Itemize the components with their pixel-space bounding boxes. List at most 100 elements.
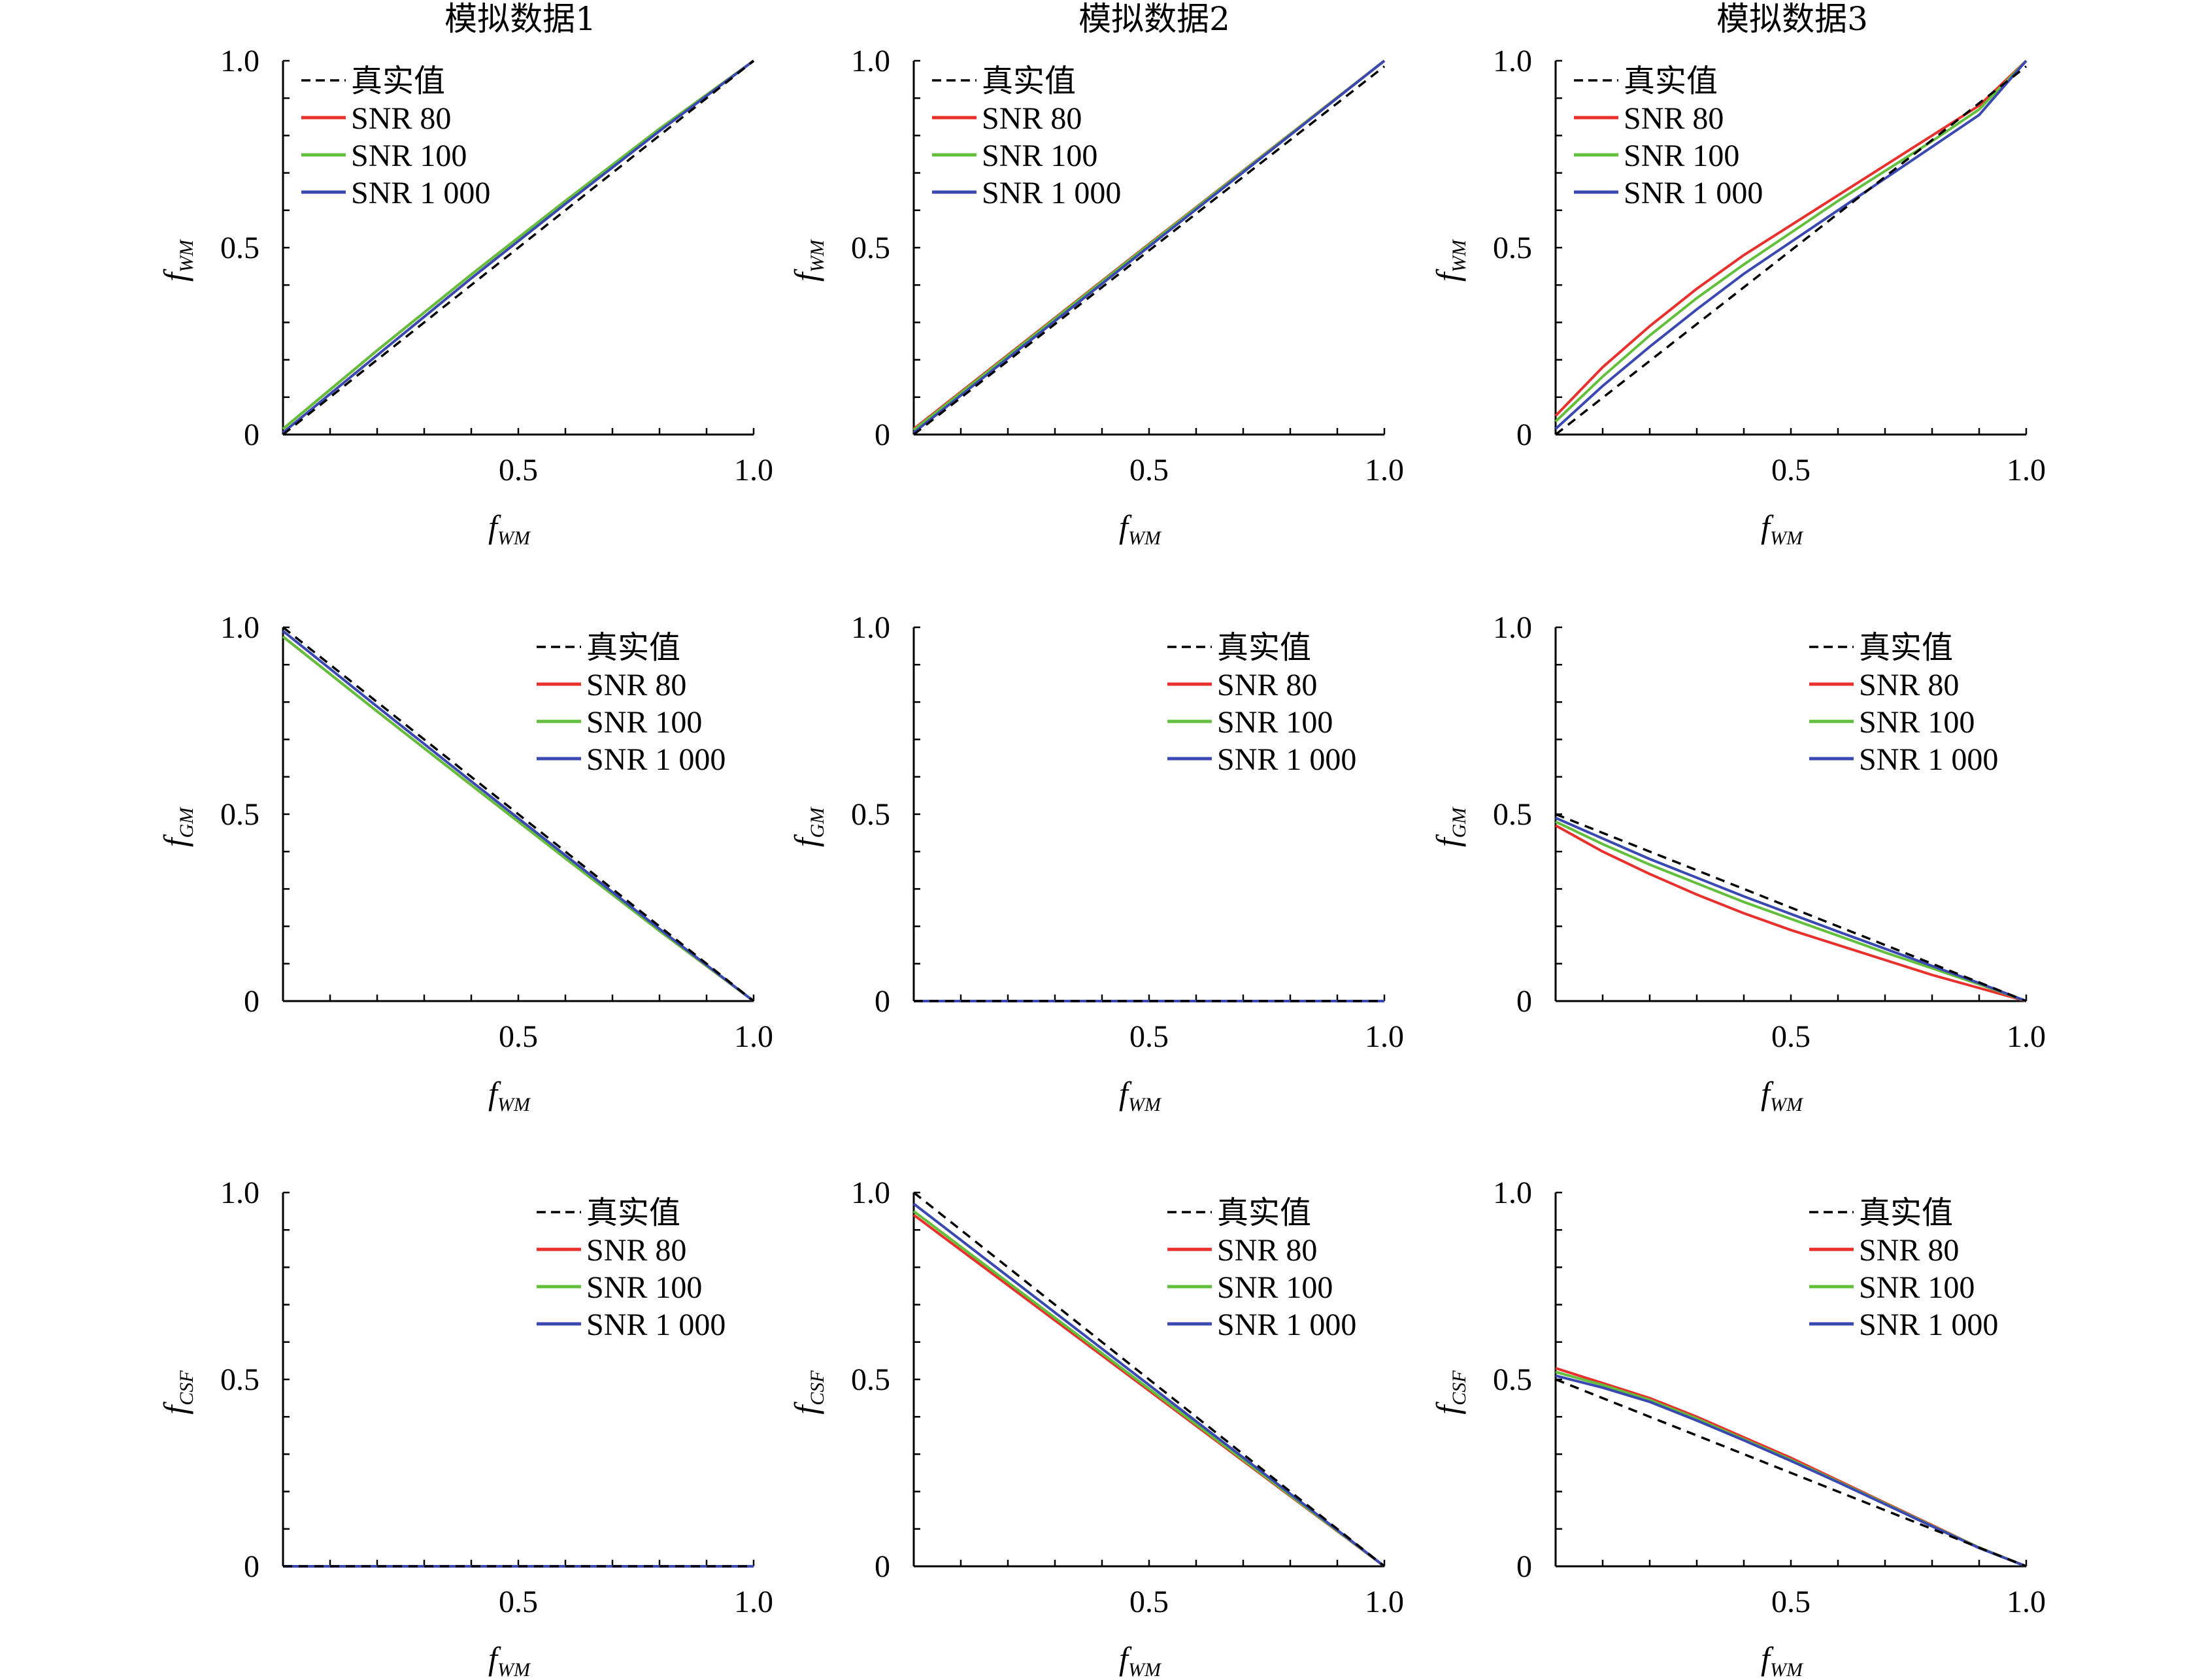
series-line-snr100 xyxy=(1555,820,2027,1002)
column-title-1: 模拟数据1 xyxy=(444,0,596,38)
legend-label-truth: 真实值 xyxy=(982,63,1076,99)
y-tick-label: 0 xyxy=(1516,1549,1532,1584)
legend-label-snr100: SNR 100 xyxy=(1624,139,1739,173)
y-tick-label: 0.5 xyxy=(220,1362,259,1397)
legend-label-snr100: SNR 100 xyxy=(586,1270,702,1305)
y-tick-label: 1.0 xyxy=(220,1176,259,1210)
y-tick-label: 0.5 xyxy=(220,231,259,265)
legend-label-snr80: SNR 80 xyxy=(586,668,686,702)
x-axis-label: fWM xyxy=(1119,508,1162,549)
series-line-snr1000 xyxy=(912,1202,1386,1568)
series-line-snr80 xyxy=(1555,824,2027,1002)
x-axis-label: fWM xyxy=(1761,1640,1804,1680)
legend-label-snr100: SNR 100 xyxy=(1859,705,1975,740)
series-line-snr100 xyxy=(1554,59,2028,423)
x-tick-label: 1.0 xyxy=(1365,1019,1404,1054)
series-line-truth xyxy=(1555,1378,2027,1568)
legend-label-snr1000: SNR 1 000 xyxy=(586,742,726,777)
y-tick-label: 0.5 xyxy=(1493,1362,1532,1397)
y-tick-label: 0.5 xyxy=(851,797,890,832)
x-axis-label: fWM xyxy=(488,1640,531,1680)
x-tick-label: 1.0 xyxy=(2007,1019,2046,1054)
legend-label-snr100: SNR 100 xyxy=(982,139,1097,173)
legend-label-snr80: SNR 80 xyxy=(586,1233,686,1268)
y-tick-label: 0.5 xyxy=(851,231,890,265)
y-tick-label: 1.0 xyxy=(851,610,890,645)
series-line-snr80 xyxy=(1554,59,2028,417)
legend-label-snr1000: SNR 1 000 xyxy=(982,176,1121,210)
y-axis-label: fGM xyxy=(157,806,197,848)
x-tick-label: 1.0 xyxy=(734,1019,773,1054)
x-axis-label: fWM xyxy=(1761,1075,1804,1115)
legend-label-truth: 真实值 xyxy=(586,629,680,666)
y-axis-label: fCSF xyxy=(1429,1370,1470,1415)
x-axis-label: fWM xyxy=(1761,508,1804,549)
x-tick-label: 1.0 xyxy=(734,1585,773,1619)
x-axis-label: fWM xyxy=(1119,1075,1162,1115)
legend-label-snr80: SNR 80 xyxy=(351,101,451,136)
y-axis-label: fGM xyxy=(1429,806,1470,848)
y-tick-label: 0.5 xyxy=(851,1362,890,1397)
series-line-snr100 xyxy=(282,59,755,430)
legend-label-truth: 真实值 xyxy=(1217,1194,1311,1231)
y-axis-label: fWM xyxy=(157,239,197,282)
x-tick-label: 1.0 xyxy=(2007,1585,2046,1619)
y-tick-label: 0 xyxy=(875,1549,890,1584)
y-tick-label: 1.0 xyxy=(220,610,259,645)
x-tick-label: 0.5 xyxy=(499,1585,538,1619)
y-axis-label: fCSF xyxy=(788,1370,828,1415)
y-axis-label: fCSF xyxy=(157,1370,197,1415)
x-tick-label: 0.5 xyxy=(1129,1019,1169,1054)
legend-label-snr1000: SNR 1 000 xyxy=(1859,1308,1998,1342)
legend-label-snr1000: SNR 1 000 xyxy=(1624,176,1763,210)
series-line-truth xyxy=(282,626,755,1002)
x-tick-label: 1.0 xyxy=(1365,453,1404,487)
legend-label-truth: 真实值 xyxy=(351,63,445,99)
x-tick-label: 0.5 xyxy=(1771,1585,1811,1619)
y-tick-label: 1.0 xyxy=(1493,44,1532,78)
y-tick-label: 0 xyxy=(244,1549,259,1584)
y-tick-label: 0 xyxy=(244,984,259,1019)
legend-label-truth: 真实值 xyxy=(586,1194,680,1231)
legend-label-snr1000: SNR 1 000 xyxy=(351,176,490,210)
legend-label-truth: 真实值 xyxy=(1624,63,1718,99)
y-axis-label: fWM xyxy=(1429,239,1470,282)
legend-label-truth: 真实值 xyxy=(1217,629,1311,666)
y-tick-label: 0 xyxy=(1516,418,1532,452)
legend-label-snr100: SNR 100 xyxy=(1859,1270,1975,1305)
x-tick-label: 0.5 xyxy=(499,1019,538,1054)
legend-label-snr80: SNR 80 xyxy=(1859,1233,1959,1268)
series-line-snr1000 xyxy=(1555,1374,2027,1568)
series-line-truth xyxy=(1554,65,2028,436)
x-tick-label: 0.5 xyxy=(1129,453,1169,487)
series-line-truth xyxy=(912,1191,1386,1568)
series-line-snr1000 xyxy=(282,630,755,1002)
legend-label-snr1000: SNR 1 000 xyxy=(1217,742,1356,777)
x-tick-label: 1.0 xyxy=(2007,453,2046,487)
legend-label-snr80: SNR 80 xyxy=(1217,668,1317,702)
x-axis-label: fWM xyxy=(488,508,531,549)
series-line-truth xyxy=(282,59,755,436)
y-axis-label: fGM xyxy=(788,806,828,848)
y-tick-label: 0.5 xyxy=(1493,797,1532,832)
y-tick-label: 0 xyxy=(244,418,259,452)
legend-label-snr100: SNR 100 xyxy=(586,705,702,740)
legend-label-snr100: SNR 100 xyxy=(1217,1270,1333,1305)
y-tick-label: 1.0 xyxy=(851,44,890,78)
